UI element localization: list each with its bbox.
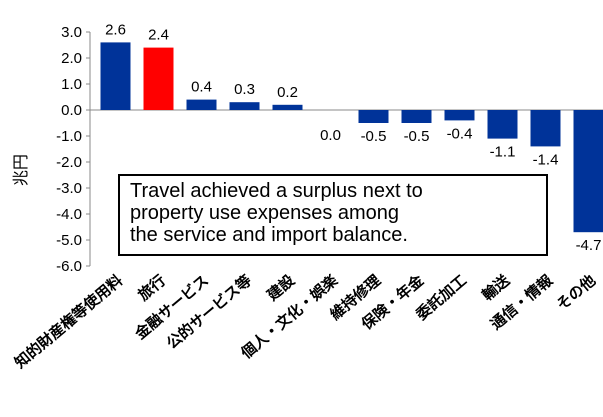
x-tick-label: 旅行 xyxy=(135,271,170,304)
data-label: 2.4 xyxy=(148,27,169,44)
data-label: 0.3 xyxy=(234,81,255,98)
bar xyxy=(530,110,561,147)
y-tick-label: -6.0 xyxy=(56,258,82,275)
annotation-line-1: Travel achieved a surplus next to xyxy=(130,180,423,202)
data-label: 0.0 xyxy=(320,127,341,144)
data-label: -0.4 xyxy=(447,125,473,142)
data-label: 2.6 xyxy=(105,21,126,38)
y-tick-label: 1.0 xyxy=(61,76,82,93)
y-tick-label: -4.0 xyxy=(56,206,82,223)
bar xyxy=(358,110,389,123)
data-label: -1.4 xyxy=(533,151,559,168)
bar xyxy=(487,110,518,139)
data-label: -4.7 xyxy=(576,237,602,254)
annotation-line-2: property use expenses among xyxy=(130,202,400,224)
data-label: 0.4 xyxy=(191,79,212,96)
y-axis-label: 兆円 xyxy=(11,154,30,186)
y-tick-label: -3.0 xyxy=(56,180,82,197)
bar xyxy=(573,110,603,233)
bar xyxy=(229,102,260,110)
bar xyxy=(444,110,475,121)
bar xyxy=(186,99,217,110)
x-tick-label: その他 xyxy=(553,271,599,314)
bar xyxy=(100,42,131,110)
x-tick-label: 輸送 xyxy=(479,271,514,305)
y-tick-label: 3.0 xyxy=(61,24,82,41)
x-tick-label: 知的財産権等使用料 xyxy=(11,271,126,372)
bar xyxy=(401,110,432,123)
y-tick-label: 2.0 xyxy=(61,50,82,67)
annotation-box: Travel achieved a surplus next to proper… xyxy=(118,174,548,256)
y-tick-label: -1.0 xyxy=(56,128,82,145)
data-label: -1.1 xyxy=(490,144,516,161)
y-tick-label: -5.0 xyxy=(56,232,82,249)
data-label: 0.2 xyxy=(277,84,298,101)
y-tick-label: -2.0 xyxy=(56,154,82,171)
data-label: -0.5 xyxy=(361,128,387,145)
bar xyxy=(272,104,303,110)
data-label: -0.5 xyxy=(404,128,430,145)
x-tick-label: 建設 xyxy=(264,271,299,305)
annotation-line-3: the service and import balance. xyxy=(130,224,408,246)
bar xyxy=(143,47,174,110)
y-tick-label: 0.0 xyxy=(61,102,82,119)
